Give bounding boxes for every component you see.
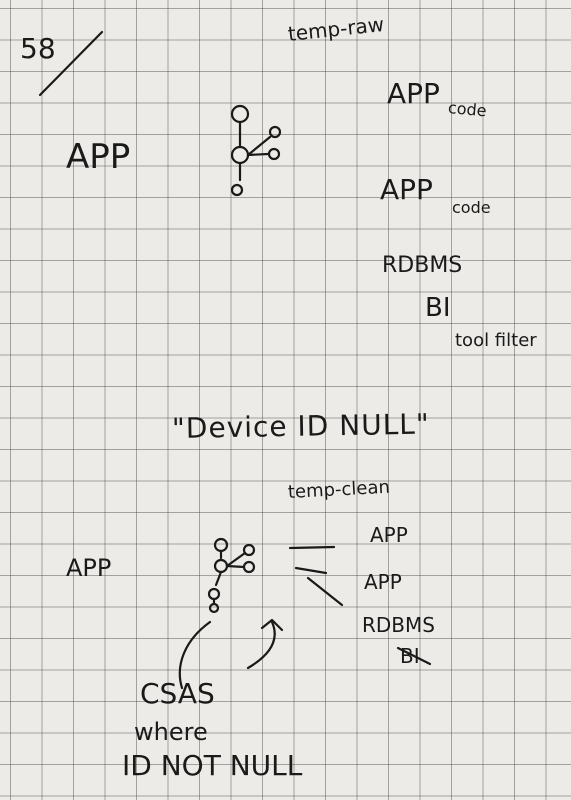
condition-line-3: ID NOT NULL	[122, 749, 303, 782]
bi-strike-mark	[396, 646, 432, 666]
lower-target-1: APP	[370, 523, 408, 547]
condition-line-1: CSAS	[140, 677, 215, 710]
upper-target-4-note: tool filter	[455, 330, 537, 351]
upper-target-1: APP	[387, 77, 440, 110]
kafka-cluster-icon	[230, 104, 282, 197]
page-number: 58	[20, 32, 56, 65]
upper-target-2-note: code	[452, 198, 491, 217]
upper-target-4: BI	[425, 293, 451, 323]
upper-target-3: RDBMS	[382, 253, 463, 278]
device-id-null-quote: "Device ID NULL"	[171, 407, 431, 445]
lower-target-4: BI	[400, 644, 420, 668]
lower-source-label: APP	[66, 554, 112, 582]
upper-target-1-note: code	[447, 98, 488, 121]
upper-source-label: APP	[66, 137, 131, 177]
upper-target-2: APP	[380, 173, 433, 206]
curved-arrow-icon	[178, 618, 284, 690]
page-number-slash	[38, 30, 104, 97]
strike-mark-icon	[288, 545, 344, 607]
kafka-cluster-icon	[207, 537, 256, 614]
lower-target-2: APP	[364, 570, 402, 594]
condition-line-2: where	[134, 718, 208, 746]
lower-target-3: RDBMS	[362, 613, 435, 637]
